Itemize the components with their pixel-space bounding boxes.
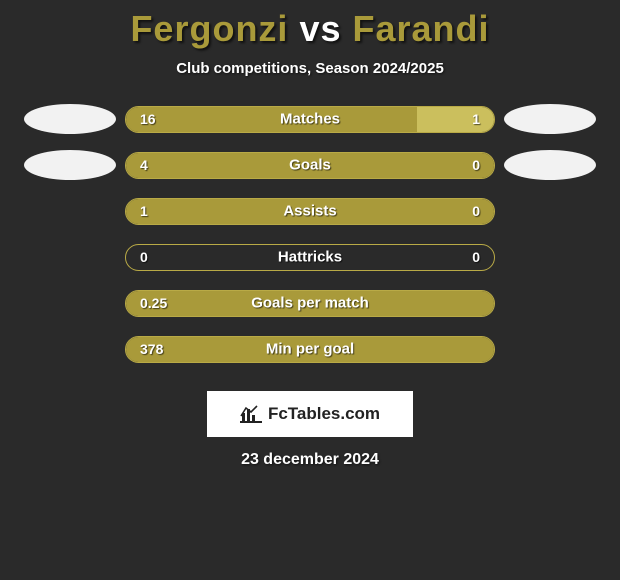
- stat-value-left: 378: [140, 341, 163, 357]
- bar-left-fill: [126, 107, 417, 132]
- club-logo-placeholder: [504, 150, 596, 180]
- stat-metric-label: Assists: [283, 203, 336, 220]
- left-club-slot: [15, 150, 125, 180]
- date-text: 23 december 2024: [0, 451, 620, 469]
- player1-name: Fergonzi: [130, 8, 288, 49]
- stat-metric-label: Hattricks: [278, 249, 342, 266]
- stat-value-right: 0: [472, 249, 480, 265]
- brand-badge: FcTables.com: [207, 391, 413, 437]
- stat-value-left: 4: [140, 157, 148, 173]
- stat-row: 378 Min per goal: [0, 335, 620, 363]
- bar-right-fill: [417, 107, 494, 132]
- stat-metric-label: Goals per match: [251, 295, 369, 312]
- stat-metric-label: Matches: [280, 111, 340, 128]
- stat-value-right: 0: [472, 157, 480, 173]
- stat-bar: 378 Min per goal: [125, 336, 495, 363]
- player2-name: Farandi: [353, 8, 490, 49]
- vs-text: vs: [299, 8, 341, 49]
- stat-value-left: 16: [140, 111, 156, 127]
- stat-bar: 4 Goals 0: [125, 152, 495, 179]
- stat-bar: 16 Matches 1: [125, 106, 495, 133]
- right-club-slot: [495, 104, 605, 134]
- stat-bar: 0 Hattricks 0: [125, 244, 495, 271]
- stat-rows: 16 Matches 1 4 Goals 0 1 Assists 0 0 Hattricks 0 0.2…: [0, 105, 620, 363]
- stat-metric-label: Min per goal: [266, 341, 354, 358]
- right-club-slot: [495, 150, 605, 180]
- club-logo-placeholder: [504, 104, 596, 134]
- left-club-slot: [15, 104, 125, 134]
- stat-value-right: 0: [472, 203, 480, 219]
- stat-row: 0 Hattricks 0: [0, 243, 620, 271]
- stat-value-left: 0.25: [140, 295, 167, 311]
- stat-value-right: 1: [472, 111, 480, 127]
- stat-bar: 0.25 Goals per match: [125, 290, 495, 317]
- comparison-card: Fergonzi vs Farandi Club competitions, S…: [0, 0, 620, 469]
- stat-row: 0.25 Goals per match: [0, 289, 620, 317]
- brand-text: FcTables.com: [268, 404, 380, 424]
- stat-bar: 1 Assists 0: [125, 198, 495, 225]
- stat-row: 4 Goals 0: [0, 151, 620, 179]
- chart-icon: [240, 405, 262, 423]
- subtitle: Club competitions, Season 2024/2025: [0, 60, 620, 77]
- stat-metric-label: Goals: [289, 157, 331, 174]
- stat-value-left: 1: [140, 203, 148, 219]
- stat-value-left: 0: [140, 249, 148, 265]
- club-logo-placeholder: [24, 104, 116, 134]
- stat-row: 1 Assists 0: [0, 197, 620, 225]
- club-logo-placeholder: [24, 150, 116, 180]
- page-title: Fergonzi vs Farandi: [0, 8, 620, 50]
- stat-row: 16 Matches 1: [0, 105, 620, 133]
